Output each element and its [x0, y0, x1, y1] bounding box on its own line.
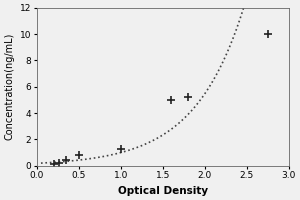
X-axis label: Optical Density: Optical Density — [118, 186, 208, 196]
Y-axis label: Concentration(ng/mL): Concentration(ng/mL) — [4, 33, 14, 140]
